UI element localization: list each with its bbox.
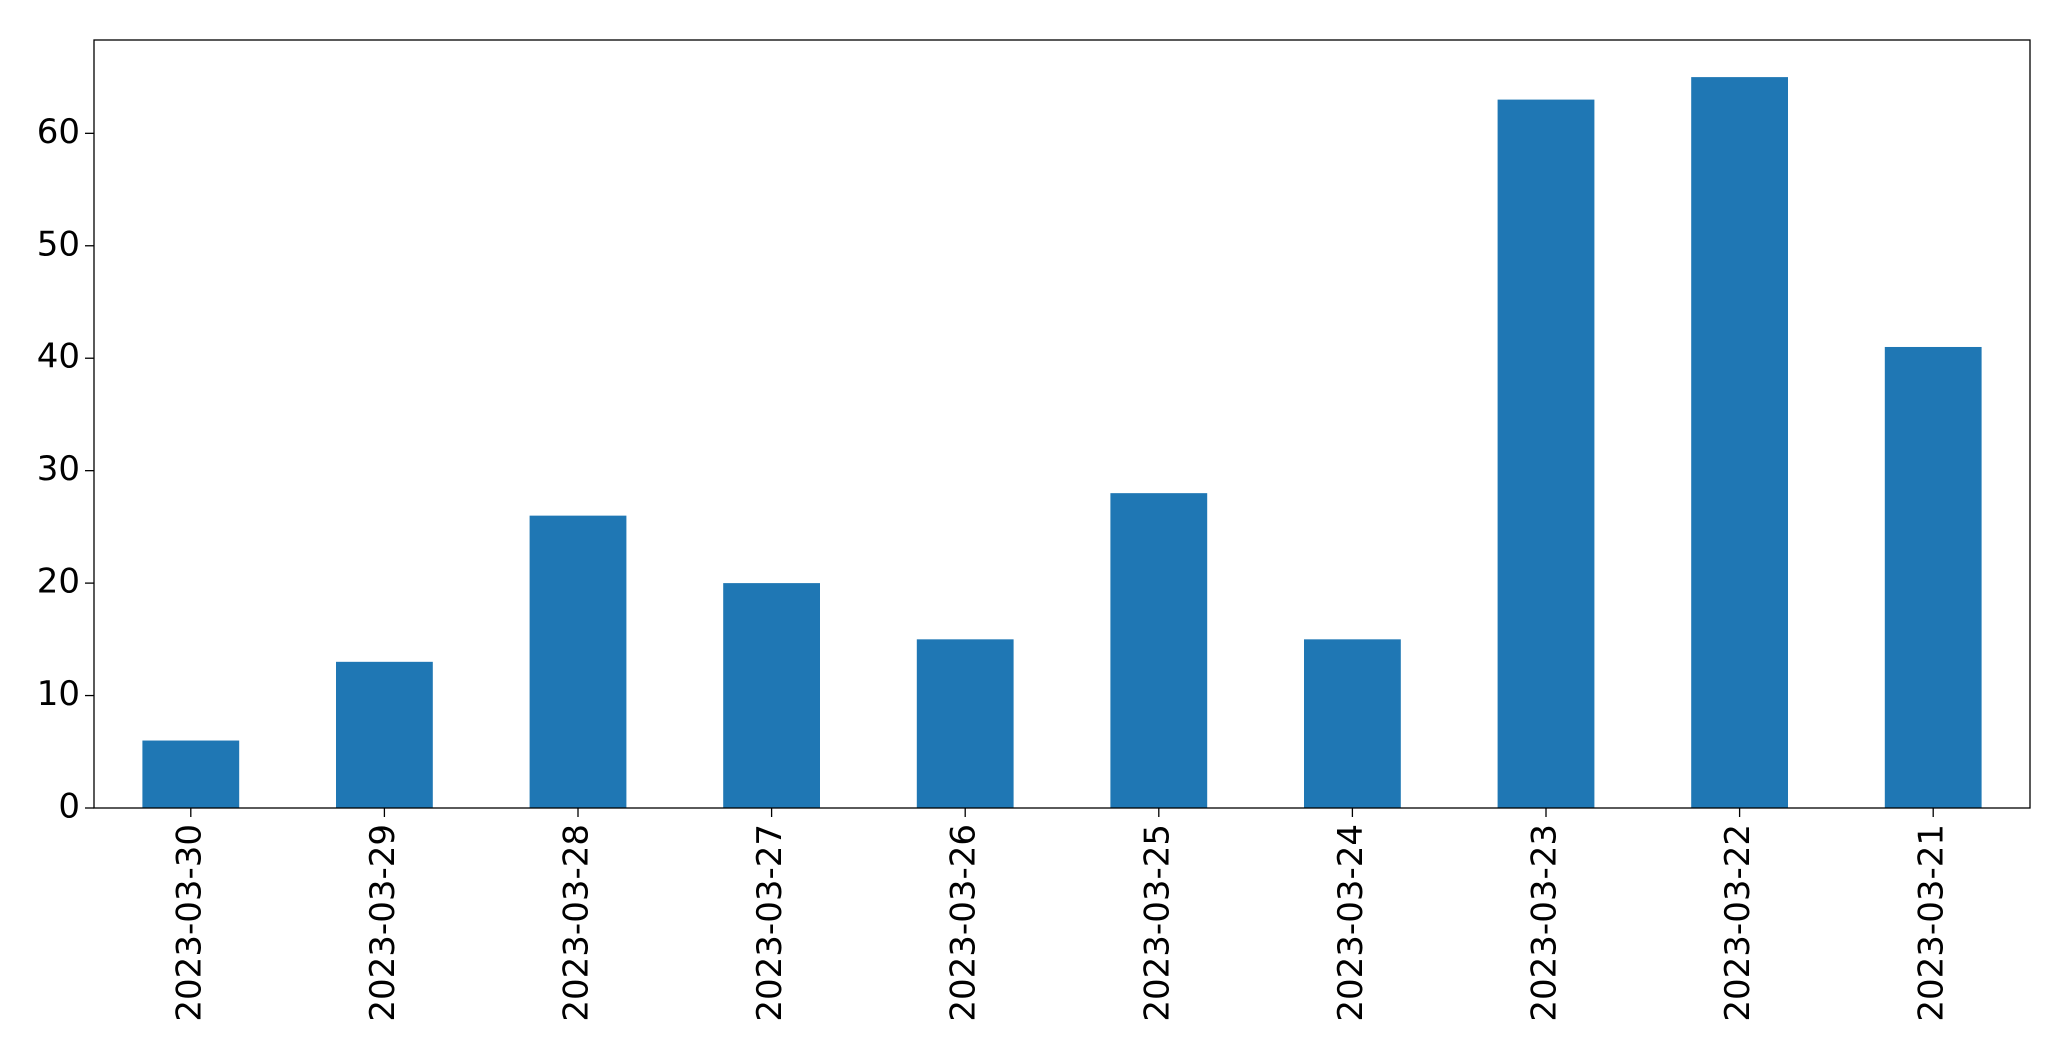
y-tick-label: 0 [58,787,80,827]
x-tick-label: 2023-03-22 [1718,824,1758,1022]
bar [529,515,627,808]
plot-frame [93,39,2031,809]
bar [723,583,820,808]
bar [142,740,240,808]
bar [1497,99,1595,809]
x-tick-label: 2023-03-26 [944,824,984,1022]
bar [336,661,433,808]
x-tick-label: 2023-03-21 [1912,824,1952,1022]
x-tick-label: 2023-03-28 [557,824,597,1022]
y-tick-label: 50 [37,224,80,264]
y-tick-label: 30 [37,449,80,489]
x-tick-label: 2023-03-23 [1525,824,1565,1022]
y-tick-label: 60 [37,112,80,152]
bar [916,639,1014,808]
x-tick-label: 2023-03-30 [169,824,209,1022]
bar [1304,639,1401,808]
y-tick-label: 10 [37,674,80,714]
y-tick-label: 20 [37,562,80,602]
y-tick-label: 40 [37,337,80,377]
x-tick-label: 2023-03-24 [1331,824,1371,1022]
x-tick-label: 2023-03-27 [750,824,790,1022]
x-tick-label: 2023-03-29 [363,824,403,1022]
x-tick-label: 2023-03-25 [1137,824,1177,1022]
bar [1691,77,1788,809]
bar [1884,346,1982,808]
bar [1110,493,1208,808]
